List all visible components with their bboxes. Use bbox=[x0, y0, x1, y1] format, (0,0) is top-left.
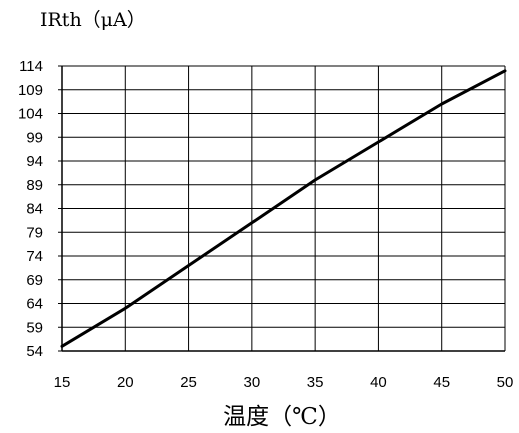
series bbox=[60, 69, 507, 348]
y-tick-label: 89 bbox=[26, 177, 43, 194]
y-tick-label: 84 bbox=[26, 201, 43, 218]
y-tick-label: 99 bbox=[26, 129, 43, 146]
x-tick-label: 30 bbox=[244, 374, 261, 391]
axes bbox=[58, 65, 505, 352]
x-tick-labels: 15 20 25 30 35 40 45 50 bbox=[54, 374, 514, 391]
y-tick-label: 69 bbox=[26, 272, 43, 289]
x-tick-label: 25 bbox=[180, 374, 197, 391]
x-axis-label: 温度（℃） bbox=[223, 404, 341, 430]
x-tick-label: 20 bbox=[117, 374, 134, 391]
series-line bbox=[60, 69, 507, 348]
y-tick-labels: 54 59 64 69 74 79 84 89 94 99 104 109 114 bbox=[18, 58, 43, 360]
y-tick-label: 64 bbox=[26, 296, 43, 313]
x-tick-label: 15 bbox=[54, 374, 71, 391]
y-axis-label: IRth（μA） bbox=[40, 9, 146, 31]
y-tick-label: 114 bbox=[19, 58, 43, 75]
y-tick-label: 74 bbox=[26, 248, 43, 265]
x-tick-label: 45 bbox=[433, 374, 450, 391]
x-tick-label: 40 bbox=[370, 374, 387, 391]
x-tick-label: 35 bbox=[307, 374, 324, 391]
y-tick-label: 59 bbox=[26, 319, 43, 336]
y-tick-label: 104 bbox=[18, 106, 43, 123]
x-tick-label: 50 bbox=[497, 374, 514, 391]
y-tick-label: 54 bbox=[26, 343, 43, 360]
y-tick-label: 79 bbox=[26, 224, 43, 241]
y-tick-label: 94 bbox=[26, 153, 43, 170]
y-tick-label: 109 bbox=[18, 82, 43, 99]
grid-lines bbox=[61, 65, 506, 352]
